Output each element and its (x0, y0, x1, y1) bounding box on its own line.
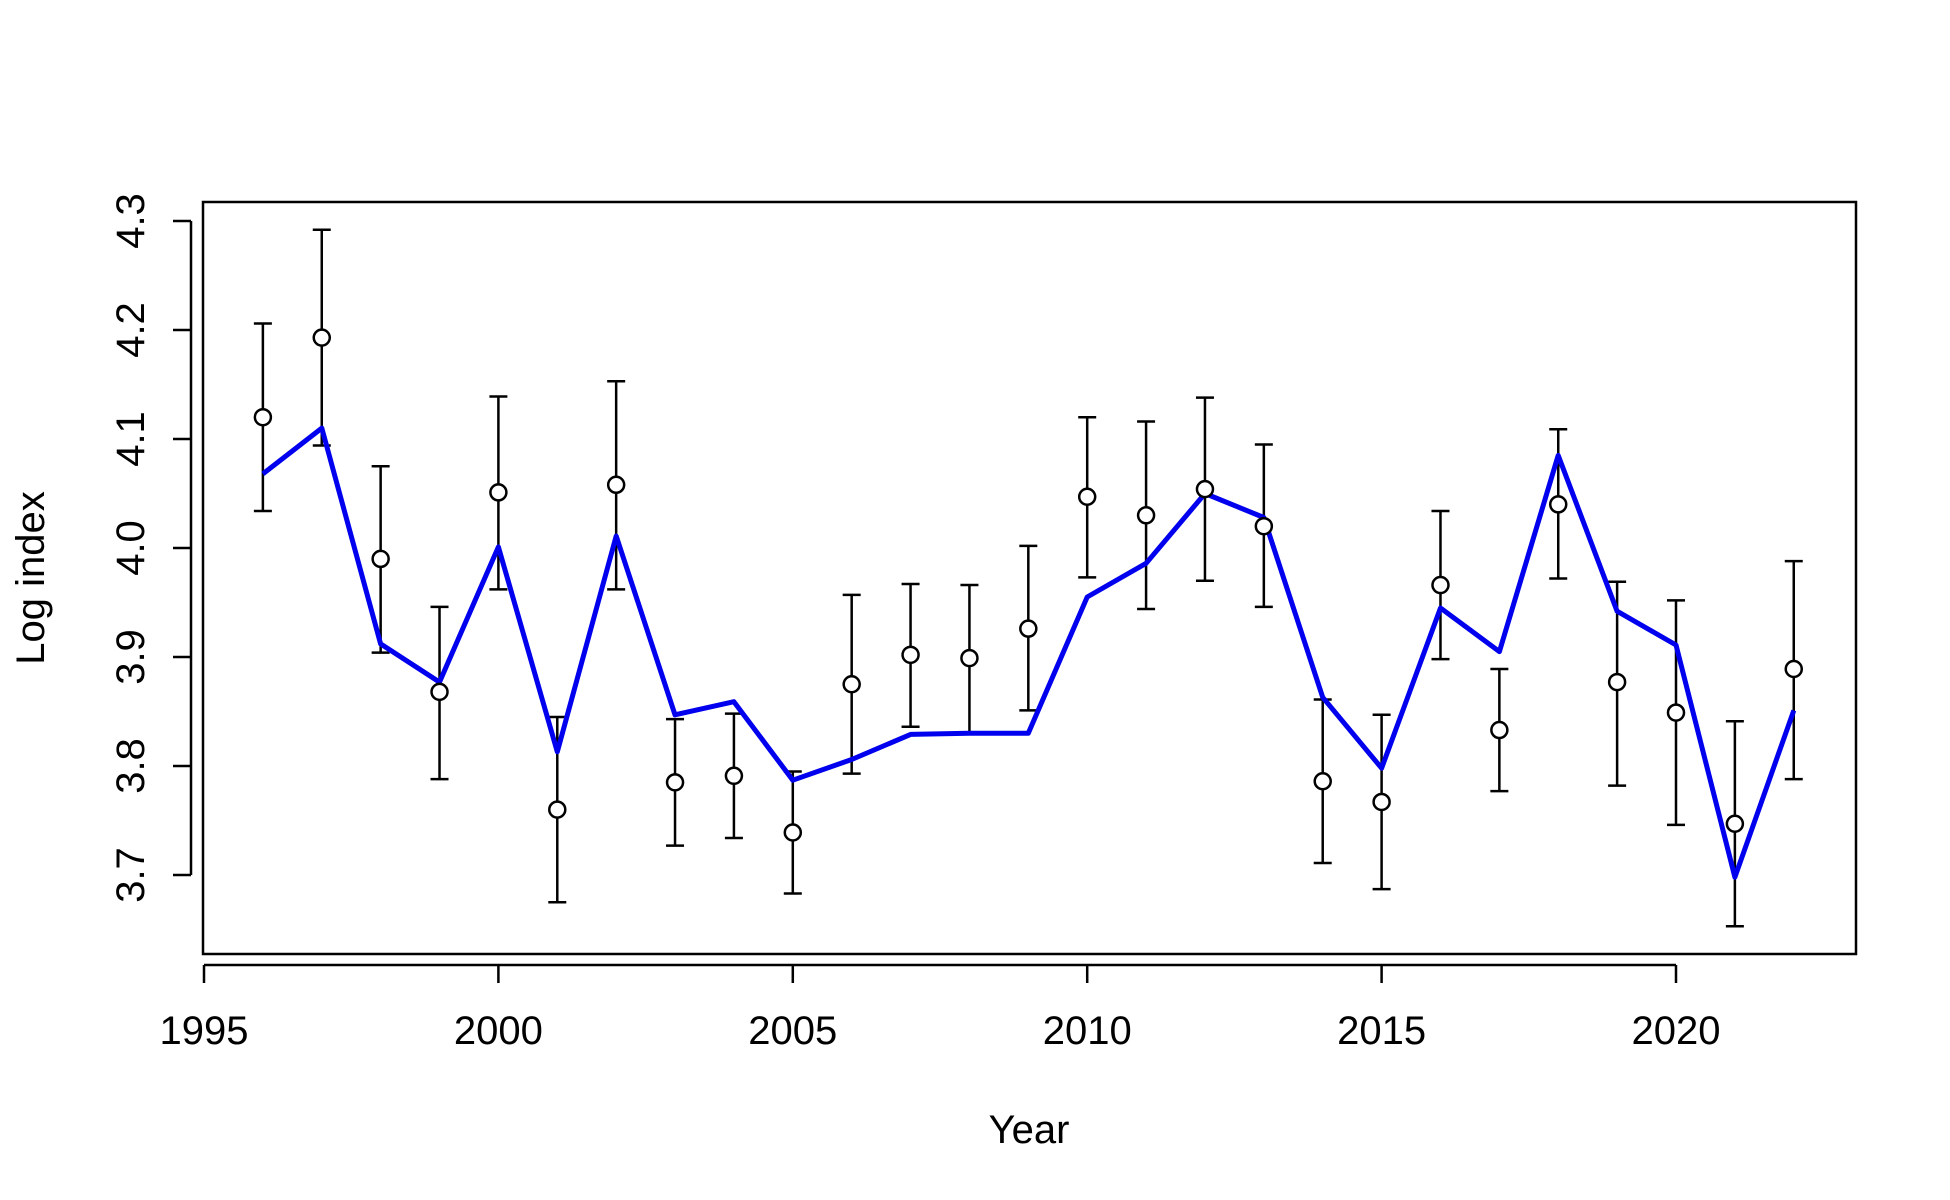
y-tick-label: 4.0 (109, 520, 153, 576)
data-point (548, 800, 567, 819)
x-tick-label: 2020 (1632, 1009, 1721, 1053)
data-point (1607, 672, 1627, 692)
y-tick-label: 3.7 (109, 847, 153, 903)
x-tick-label: 2000 (454, 1009, 543, 1053)
x-axis: 1995 2000 2005 2010 2015 2020 (160, 963, 1721, 1053)
data-point (1136, 506, 1156, 525)
x-tick-label: 1995 (160, 1009, 249, 1053)
y-tick-label: 3.9 (109, 629, 153, 685)
data-point (724, 766, 744, 786)
data-point (665, 773, 685, 792)
data-point (1725, 814, 1745, 834)
plot-frame (201, 200, 1858, 956)
data-point (430, 682, 449, 702)
data-point (606, 475, 626, 495)
fitted-line (261, 425, 1797, 880)
data-point (842, 675, 861, 694)
x-tick-label: 2015 (1337, 1009, 1426, 1053)
y-tick-label: 4.2 (109, 302, 153, 358)
data-point (1077, 487, 1097, 507)
data-point (1784, 659, 1804, 679)
data-point (1313, 772, 1332, 791)
x-axis-title: Year (989, 1108, 1070, 1152)
data-point (1431, 575, 1450, 595)
data-point (371, 549, 390, 569)
data-point (1490, 720, 1509, 740)
data-point (1254, 516, 1274, 536)
data-point (1019, 619, 1038, 638)
data-point (253, 407, 273, 427)
data-point (960, 648, 979, 668)
y-axis: 3.7 3.8 3.9 4.0 4.1 4.2 4.3 (109, 193, 193, 903)
y-tick-label: 4.3 (109, 193, 153, 249)
y-tick-label: 4.1 (109, 411, 153, 467)
y-tick-label: 3.8 (109, 738, 153, 794)
data-point (1666, 703, 1686, 722)
data-point (783, 823, 803, 842)
data-point (312, 328, 332, 347)
data-point (1372, 792, 1391, 812)
data-point (1195, 479, 1215, 499)
observed-points (253, 328, 1804, 842)
data-point (489, 483, 508, 502)
y-axis-title: Log index (9, 491, 53, 664)
x-tick-label: 2005 (748, 1009, 837, 1053)
data-point (901, 645, 920, 665)
x-tick-label: 2010 (1043, 1009, 1132, 1053)
data-point (1548, 495, 1568, 514)
